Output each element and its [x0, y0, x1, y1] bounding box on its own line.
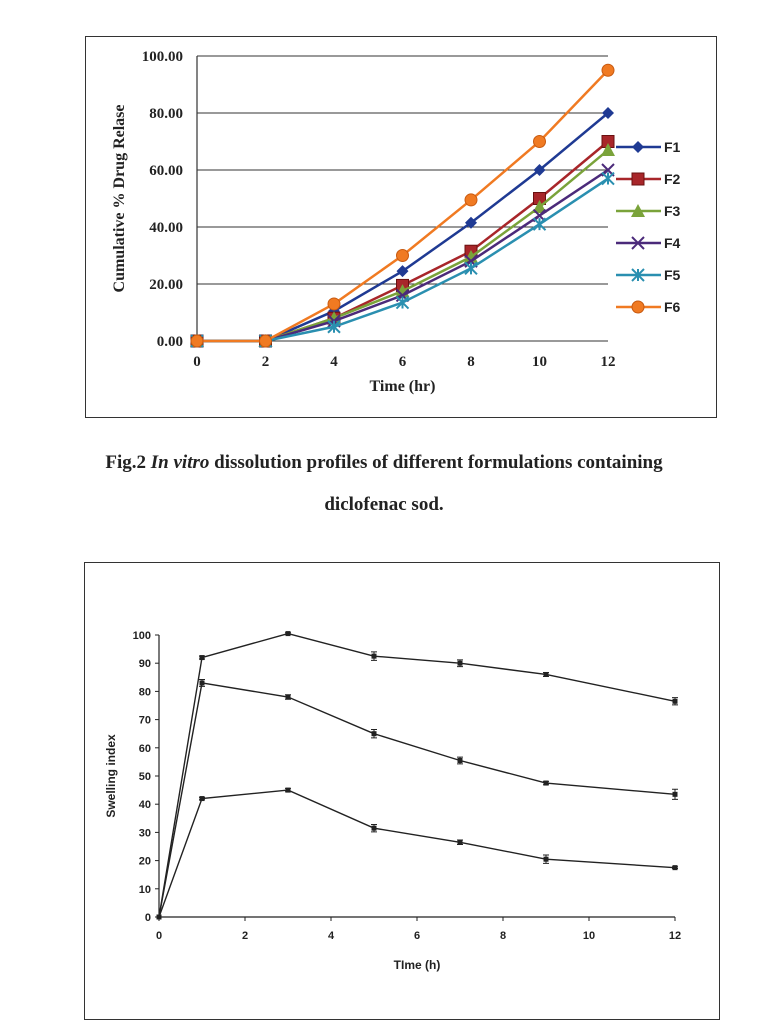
x-tick-label: 0	[193, 354, 201, 370]
y-tick-label: 80	[139, 686, 151, 698]
data-point-1	[457, 660, 463, 666]
dissolution-chart: 0.00 20.00 40.00 60.00 80.00 100.00 0 2 4 6 8 10 12 T…	[111, 49, 681, 395]
data-point-3	[285, 787, 291, 793]
y-axis-label: Cumulative % Drug Relase	[111, 105, 128, 293]
y-tick-label: 90	[139, 658, 151, 670]
x-axis-label: TIme (h)	[394, 958, 441, 972]
y-tick-label: 10	[139, 884, 151, 896]
y-tick-label: 20	[139, 856, 151, 868]
caption-rest: dissolution profiles of different formul…	[209, 452, 663, 473]
data-point-f6	[190, 334, 204, 348]
y-tick-label: 20.00	[149, 277, 183, 293]
data-point-f6	[533, 135, 546, 148]
data-point-f1	[533, 164, 546, 176]
data-point-f6	[396, 249, 409, 262]
data-point-f6	[327, 297, 341, 311]
x-tick-label: 6	[399, 354, 407, 370]
x-tick-label: 2	[262, 354, 270, 370]
y-tick-label: 60.00	[149, 163, 183, 179]
data-point-2	[672, 791, 678, 797]
data-point-f1	[602, 107, 614, 119]
caption-italic: In vitro	[150, 452, 210, 473]
legend-marker-f5	[631, 268, 645, 282]
legend-marker-f2	[631, 172, 645, 186]
dissolution-chart-frame: 0.00 20.00 40.00 60.00 80.00 100.00 0 2 4 6 8 10 12 T…	[85, 36, 717, 418]
data-point-f5	[532, 217, 547, 231]
legend-label-f5: F5	[664, 267, 681, 283]
data-point-2	[457, 757, 463, 763]
legend-marker-f3	[631, 204, 645, 217]
x-tick-label: 12	[669, 930, 681, 942]
y-tick-label: 30	[139, 827, 151, 839]
y-tick-label: 100.00	[142, 49, 183, 65]
x-tick-label: 4	[330, 354, 338, 370]
data-point-f6	[464, 193, 478, 207]
y-tick-label: 40	[139, 799, 151, 811]
x-tick-label: 6	[414, 930, 420, 942]
data-point-3	[543, 856, 549, 862]
data-point-f5	[601, 171, 615, 186]
data-point-f1	[396, 265, 409, 278]
x-tick-label: 0	[156, 930, 162, 942]
data-point-2	[371, 731, 377, 737]
data-point-3	[156, 914, 162, 920]
legend-marker-f4	[631, 236, 645, 250]
data-point-f5	[395, 295, 410, 310]
y-tick-label: 70	[139, 715, 151, 727]
data-point-2	[543, 780, 549, 786]
data-point-2	[199, 680, 205, 686]
data-point-3	[672, 865, 678, 871]
legend-label-f1: F1	[664, 139, 681, 155]
y-tick-label: 40.00	[149, 220, 183, 236]
legend-label-f2: F2	[664, 171, 681, 187]
data-point-f3	[532, 200, 547, 214]
series-line-1	[158, 632, 676, 918]
x-tick-label: 8	[500, 930, 506, 942]
data-point-2	[285, 694, 291, 700]
data-point-1	[371, 653, 377, 659]
data-point-f5	[327, 320, 341, 334]
y-axis-label: Swelling index	[104, 734, 118, 818]
x-tick-label: 10	[532, 354, 547, 370]
caption-prefix: Fig.2	[105, 452, 151, 473]
data-point-f3	[601, 143, 615, 157]
x-tick-label: 4	[328, 930, 335, 942]
y-tick-label: 100	[133, 630, 151, 642]
data-point-1	[543, 671, 549, 677]
y-tick-label: 50	[139, 771, 151, 783]
series-line-f3	[197, 149, 609, 343]
legend-label-f6: F6	[664, 299, 681, 315]
figure-caption-line2: diclofenac sod.	[324, 494, 444, 515]
data-point-f1	[465, 216, 477, 229]
data-point-f6	[601, 63, 615, 77]
data-point-1	[672, 698, 678, 704]
swelling-chart: 0 10 20 30 40 50 60 70 80 90 100 0 2 4 6 8 10 12 TIme (h) S…	[104, 630, 681, 972]
y-tick-label: 0	[145, 912, 151, 924]
series-line-f2	[197, 140, 609, 343]
y-tick-label: 80.00	[149, 106, 183, 122]
figure-caption-line1: Fig.2 In vitro dissolution profiles of d…	[0, 452, 768, 474]
data-point-3	[371, 825, 377, 831]
x-tick-label: 8	[467, 354, 475, 370]
legend-label-f3: F3	[664, 203, 681, 219]
data-point-1	[285, 631, 291, 637]
y-tick-label: 60	[139, 743, 151, 755]
data-point-f6	[259, 334, 272, 348]
x-tick-label: 2	[242, 930, 248, 942]
legend-marker-f6	[631, 300, 645, 314]
x-axis-label: Time (hr)	[370, 378, 436, 395]
legend-label-f4: F4	[664, 235, 681, 251]
data-point-f5	[464, 261, 478, 276]
data-point-1	[199, 655, 205, 661]
data-point-3	[199, 796, 205, 802]
y-tick-label: 0.00	[157, 334, 183, 350]
x-tick-label: 12	[601, 354, 616, 370]
series-line-2	[158, 682, 676, 918]
legend-marker-f1	[632, 141, 644, 153]
series-line-3	[158, 789, 676, 918]
x-tick-label: 10	[583, 930, 595, 942]
data-point-3	[457, 839, 463, 845]
swelling-chart-frame: 0 10 20 30 40 50 60 70 80 90 100 0 2 4 6 8 10 12 TIme (h) S…	[84, 562, 720, 1020]
